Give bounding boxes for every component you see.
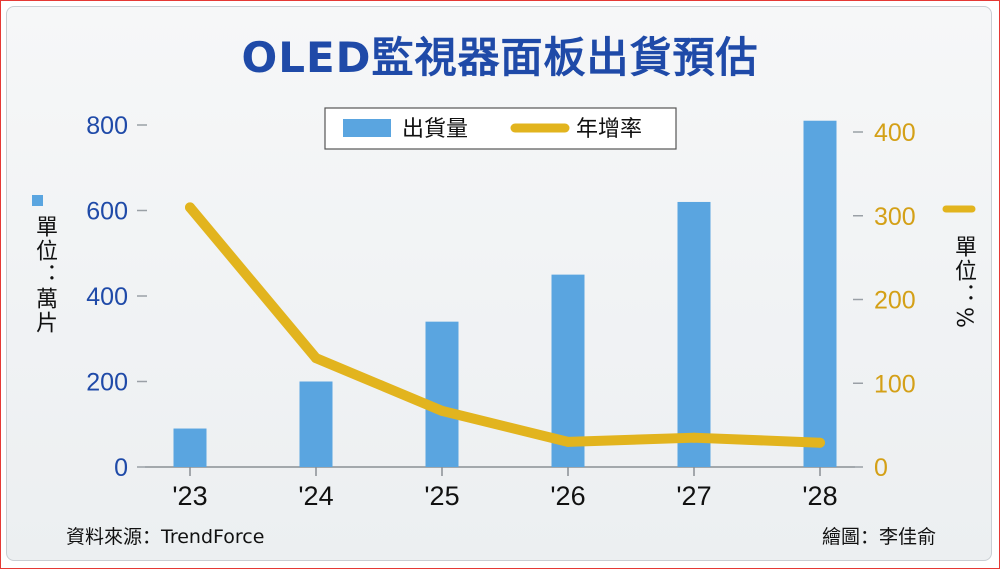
point-growth-rate xyxy=(689,432,699,443)
bar-shipment xyxy=(173,428,207,467)
point-growth-rate xyxy=(815,437,825,448)
bar-shipment xyxy=(425,321,459,467)
point-growth-rate xyxy=(437,405,447,416)
x-tick-label: '24 xyxy=(298,481,333,511)
right-tick-label: 400 xyxy=(874,119,916,147)
bar-shipment xyxy=(299,381,333,467)
x-tick-label: '27 xyxy=(676,481,711,511)
point-growth-rate xyxy=(311,353,321,364)
right-tick-label: 300 xyxy=(874,203,916,231)
point-growth-rate xyxy=(563,436,573,447)
x-tick-label: '25 xyxy=(424,481,459,511)
right-tick-label: 200 xyxy=(874,287,916,315)
line-growth-rate xyxy=(185,202,825,448)
legend-line-label: 年增率 xyxy=(576,117,642,142)
x-tick-label: '23 xyxy=(172,481,207,511)
right-unit-label: 單位：% xyxy=(951,235,976,330)
left-tick-label: 800 xyxy=(86,112,128,140)
x-tick-label: '28 xyxy=(802,481,837,511)
bar-shipment xyxy=(677,201,711,467)
legend-bar-swatch xyxy=(343,119,391,137)
chart-title: OLED監視器面板出貨預估 xyxy=(241,33,759,82)
right-tick-label: 0 xyxy=(874,454,888,482)
left-unit-label: 單位：萬片 xyxy=(32,215,57,335)
left-tick-label: 600 xyxy=(86,198,128,226)
bar-shipment xyxy=(803,120,837,467)
left-unit-marker xyxy=(32,195,43,206)
source-text: 資料來源：TrendForce xyxy=(66,526,265,548)
right-tick-label: 100 xyxy=(874,370,916,398)
left-tick-label: 0 xyxy=(114,454,128,482)
legend-bar-label: 出貨量 xyxy=(402,117,468,142)
left-tick-label: 200 xyxy=(86,369,128,397)
left-tick-label: 400 xyxy=(86,283,128,311)
point-growth-rate xyxy=(185,202,195,213)
x-tick-label: '26 xyxy=(550,481,585,511)
credit-text: 繪圖：李佳俞 xyxy=(821,526,936,548)
